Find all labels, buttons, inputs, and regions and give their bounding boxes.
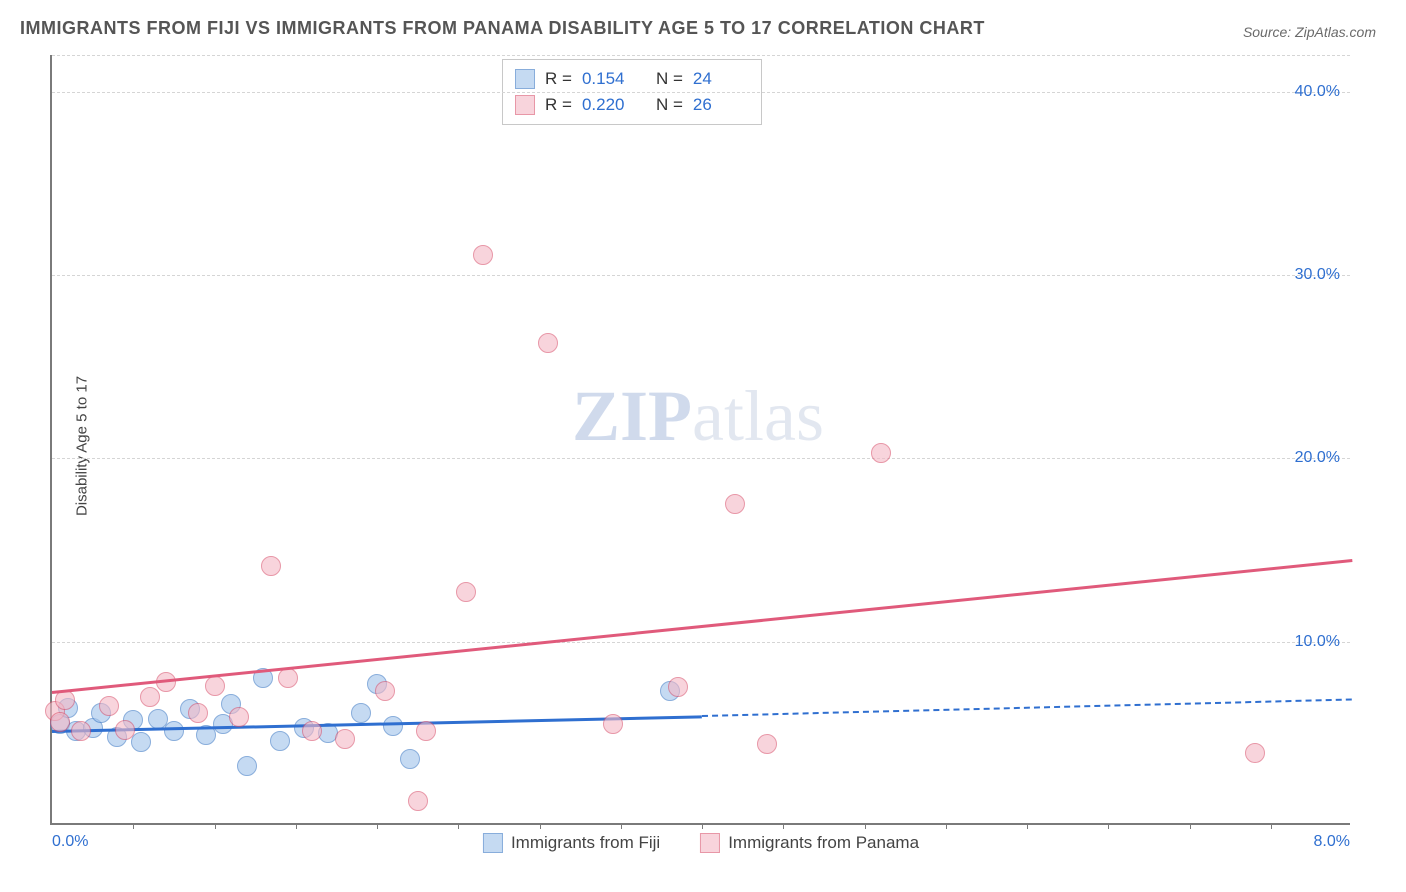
x-tick-mark [215,823,216,829]
watermark-bold: ZIP [572,376,692,456]
legend-swatch [700,833,720,853]
x-tick-label: 0.0% [52,833,88,851]
series-legend: Immigrants from Fiji Immigrants from Pana… [483,833,919,853]
data-point-panama [140,687,160,707]
x-tick-mark [702,823,703,829]
legend-item-panama: Immigrants from Panama [700,833,919,853]
gridline [52,642,1350,643]
stat-row-panama: R = 0.220 N = 26 [515,92,749,118]
x-tick-mark [1271,823,1272,829]
x-tick-mark [621,823,622,829]
data-point-panama [71,721,91,741]
data-point-panama [603,714,623,734]
source-attribution: Source: ZipAtlas.com [1243,24,1376,40]
x-tick-mark [458,823,459,829]
data-point-panama [261,556,281,576]
x-tick-mark [540,823,541,829]
stat-row-fiji: R = 0.154 N = 24 [515,66,749,92]
data-point-panama [538,333,558,353]
gridline [52,92,1350,93]
data-point-fiji [351,703,371,723]
x-tick-mark [377,823,378,829]
x-tick-mark [946,823,947,829]
watermark: ZIPatlas [572,375,824,458]
x-tick-mark [1027,823,1028,829]
data-point-panama [473,245,493,265]
trend-line [52,559,1352,694]
gridline [52,458,1350,459]
y-tick-label: 30.0% [1295,266,1340,284]
data-point-panama [205,676,225,696]
stat-r-label: R = [545,69,572,89]
stat-n-label: N = [656,95,683,115]
stat-n-value: 26 [693,95,749,115]
data-point-panama [302,721,322,741]
data-point-fiji [400,749,420,769]
data-point-panama [456,582,476,602]
legend-swatch [483,833,503,853]
data-point-panama [725,494,745,514]
data-point-panama [188,703,208,723]
data-point-fiji [270,731,290,751]
data-point-panama [50,712,70,732]
stat-r-label: R = [545,95,572,115]
x-tick-mark [1108,823,1109,829]
x-tick-mark [133,823,134,829]
data-point-panama [757,734,777,754]
stat-n-value: 24 [693,69,749,89]
y-tick-label: 10.0% [1295,633,1340,651]
x-tick-mark [865,823,866,829]
gridline [52,275,1350,276]
data-point-panama [408,791,428,811]
data-point-fiji [164,721,184,741]
legend-swatch [515,69,535,89]
data-point-panama [416,721,436,741]
stat-n-label: N = [656,69,683,89]
data-point-panama [1245,743,1265,763]
data-point-panama [229,707,249,727]
chart-title: IMMIGRANTS FROM FIJI VS IMMIGRANTS FROM … [20,18,985,39]
x-tick-mark [296,823,297,829]
data-point-panama [871,443,891,463]
trend-line [702,699,1352,717]
legend-label: Immigrants from Fiji [511,833,660,853]
y-tick-label: 40.0% [1295,83,1340,101]
data-point-panama [375,681,395,701]
stat-r-value: 0.154 [582,69,638,89]
gridline [52,55,1350,56]
data-point-panama [335,729,355,749]
x-tick-mark [783,823,784,829]
data-point-panama [668,677,688,697]
legend-swatch [515,95,535,115]
y-tick-label: 20.0% [1295,449,1340,467]
data-point-panama [115,720,135,740]
watermark-rest: atlas [692,376,824,456]
legend-item-fiji: Immigrants from Fiji [483,833,660,853]
data-point-fiji [237,756,257,776]
x-tick-label: 8.0% [1314,833,1350,851]
data-point-fiji [131,732,151,752]
scatter-plot: ZIPatlas R =0.154N =24R =0.220N =26 Immi… [50,55,1350,825]
x-tick-mark [1190,823,1191,829]
stat-r-value: 0.220 [582,95,638,115]
data-point-fiji [383,716,403,736]
data-point-panama [278,668,298,688]
data-point-panama [99,696,119,716]
legend-label: Immigrants from Panama [728,833,919,853]
